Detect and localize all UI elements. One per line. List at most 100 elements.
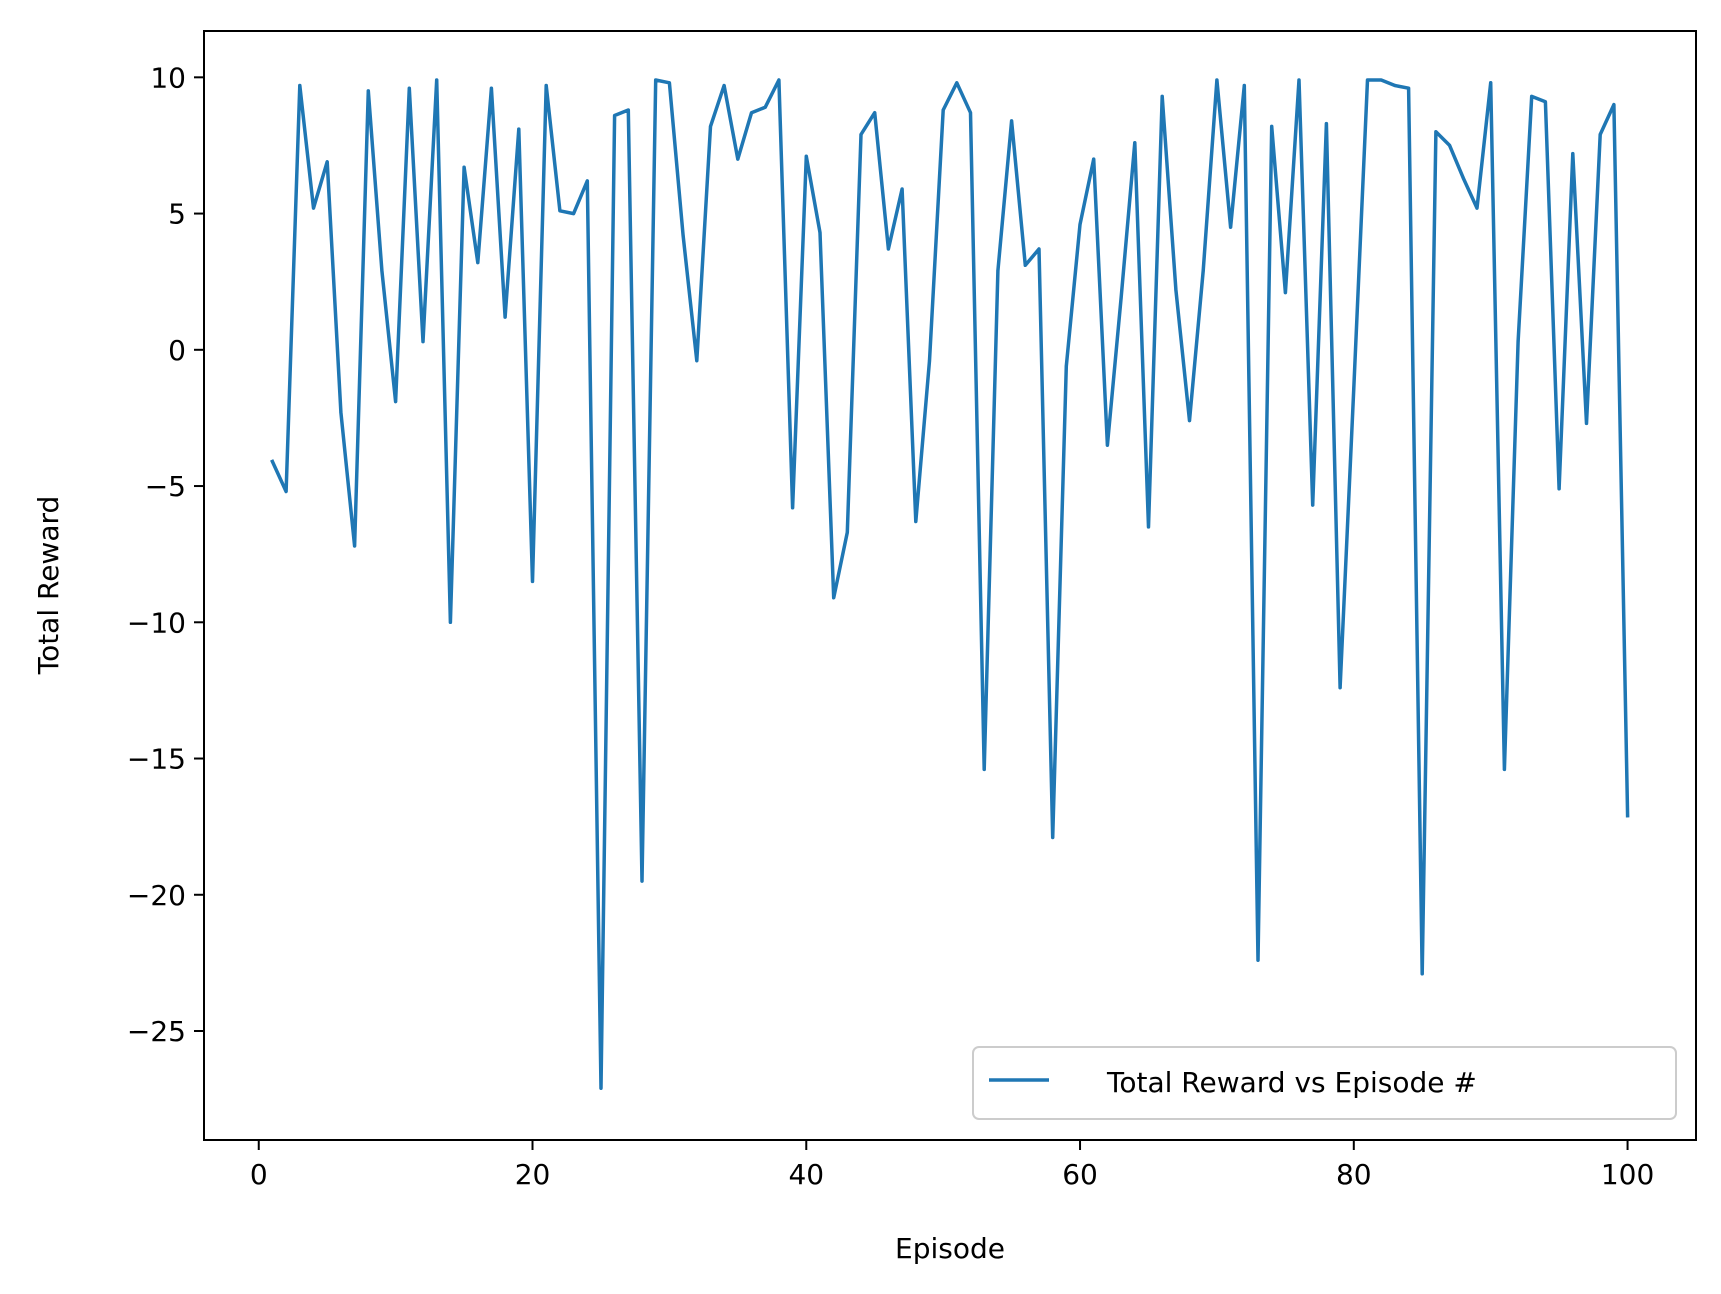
data-point bbox=[1242, 83, 1246, 87]
data-point bbox=[804, 154, 808, 158]
data-point bbox=[353, 544, 357, 548]
data-point bbox=[873, 111, 877, 115]
data-point bbox=[1283, 291, 1287, 295]
data-point bbox=[1010, 119, 1014, 123]
data-point bbox=[1119, 296, 1123, 300]
x-axis-label: Episode bbox=[895, 1232, 1005, 1265]
data-point bbox=[681, 233, 685, 237]
data-point bbox=[832, 596, 836, 600]
data-point bbox=[531, 579, 535, 583]
data-point bbox=[667, 81, 671, 85]
x-tick-label: 100 bbox=[1601, 1158, 1654, 1191]
data-point bbox=[1188, 419, 1192, 423]
data-point bbox=[1023, 263, 1027, 267]
data-point bbox=[955, 81, 959, 85]
data-point bbox=[654, 78, 658, 82]
data-point bbox=[476, 261, 480, 265]
data-point bbox=[1571, 152, 1575, 156]
x-tick-label: 60 bbox=[1062, 1158, 1098, 1191]
data-point bbox=[462, 165, 466, 169]
data-point bbox=[1064, 364, 1068, 368]
data-point bbox=[1037, 247, 1041, 251]
data-points bbox=[270, 78, 1630, 1090]
data-point bbox=[270, 460, 274, 464]
data-point bbox=[722, 83, 726, 87]
data-point bbox=[982, 767, 986, 771]
data-point bbox=[845, 530, 849, 534]
data-point bbox=[325, 160, 329, 164]
x-tick-label: 80 bbox=[1336, 1158, 1372, 1191]
data-point bbox=[1160, 94, 1164, 98]
plot-frame bbox=[203, 30, 1697, 1141]
data-point bbox=[298, 83, 302, 87]
data-point bbox=[886, 247, 890, 251]
y-tick-label: 0 bbox=[168, 334, 186, 367]
data-point bbox=[1448, 143, 1452, 147]
data-point bbox=[380, 269, 384, 273]
y-tick-label: −5 bbox=[145, 470, 186, 503]
data-point bbox=[1461, 176, 1465, 180]
data-point bbox=[421, 340, 425, 344]
data-point bbox=[1557, 487, 1561, 491]
data-point bbox=[1311, 503, 1315, 507]
data-point bbox=[1338, 686, 1342, 690]
data-point bbox=[1530, 94, 1534, 98]
data-point bbox=[1297, 78, 1301, 82]
data-point bbox=[448, 620, 452, 624]
data-point bbox=[585, 179, 589, 183]
data-point bbox=[435, 78, 439, 82]
data-point bbox=[1215, 78, 1219, 82]
data-point bbox=[517, 127, 521, 131]
data-point bbox=[1612, 103, 1616, 107]
data-point bbox=[750, 111, 754, 115]
y-tick-label: −10 bbox=[127, 606, 186, 639]
y-tick-label: 5 bbox=[168, 198, 186, 231]
data-point bbox=[503, 315, 507, 319]
data-point bbox=[1516, 340, 1520, 344]
data-point bbox=[1105, 443, 1109, 447]
data-point bbox=[941, 108, 945, 112]
data-point bbox=[572, 212, 576, 216]
data-point bbox=[969, 111, 973, 115]
legend-label: Total Reward vs Episode # bbox=[1106, 1066, 1477, 1099]
data-point bbox=[544, 83, 548, 87]
data-point bbox=[1174, 288, 1178, 292]
y-axis-ticks: 10 5 0 −5 −10 −15 −20 −25 bbox=[127, 61, 204, 1048]
data-point bbox=[394, 400, 398, 404]
data-point bbox=[640, 879, 644, 883]
legend: Total Reward vs Episode # bbox=[972, 1046, 1677, 1120]
data-point bbox=[736, 157, 740, 161]
data-point bbox=[1543, 100, 1547, 104]
data-point bbox=[695, 359, 699, 363]
data-point bbox=[1420, 972, 1424, 976]
data-point bbox=[1393, 83, 1397, 87]
data-point bbox=[763, 105, 767, 109]
y-tick-label: −20 bbox=[127, 879, 186, 912]
data-point bbox=[1078, 222, 1082, 226]
data-point bbox=[1584, 421, 1588, 425]
data-point bbox=[1256, 958, 1260, 962]
data-point bbox=[927, 359, 931, 363]
data-point bbox=[1434, 130, 1438, 134]
data-point bbox=[1598, 133, 1602, 137]
y-tick-label: 10 bbox=[150, 61, 186, 94]
x-tick-label: 0 bbox=[250, 1158, 268, 1191]
data-point bbox=[1475, 206, 1479, 210]
data-point bbox=[613, 113, 617, 117]
data-point bbox=[1270, 124, 1274, 128]
data-point bbox=[1092, 157, 1096, 161]
data-point bbox=[366, 89, 370, 93]
data-point bbox=[284, 489, 288, 493]
data-point bbox=[1626, 814, 1630, 818]
data-point bbox=[1352, 386, 1356, 390]
data-point bbox=[914, 519, 918, 523]
data-point bbox=[489, 86, 493, 90]
data-point bbox=[1365, 78, 1369, 82]
data-point bbox=[708, 124, 712, 128]
data-point bbox=[777, 78, 781, 82]
data-point bbox=[859, 133, 863, 137]
data-point bbox=[1489, 81, 1493, 85]
x-axis-ticks: 0 20 40 60 80 100 bbox=[250, 1140, 1654, 1191]
x-tick-label: 20 bbox=[515, 1158, 551, 1191]
